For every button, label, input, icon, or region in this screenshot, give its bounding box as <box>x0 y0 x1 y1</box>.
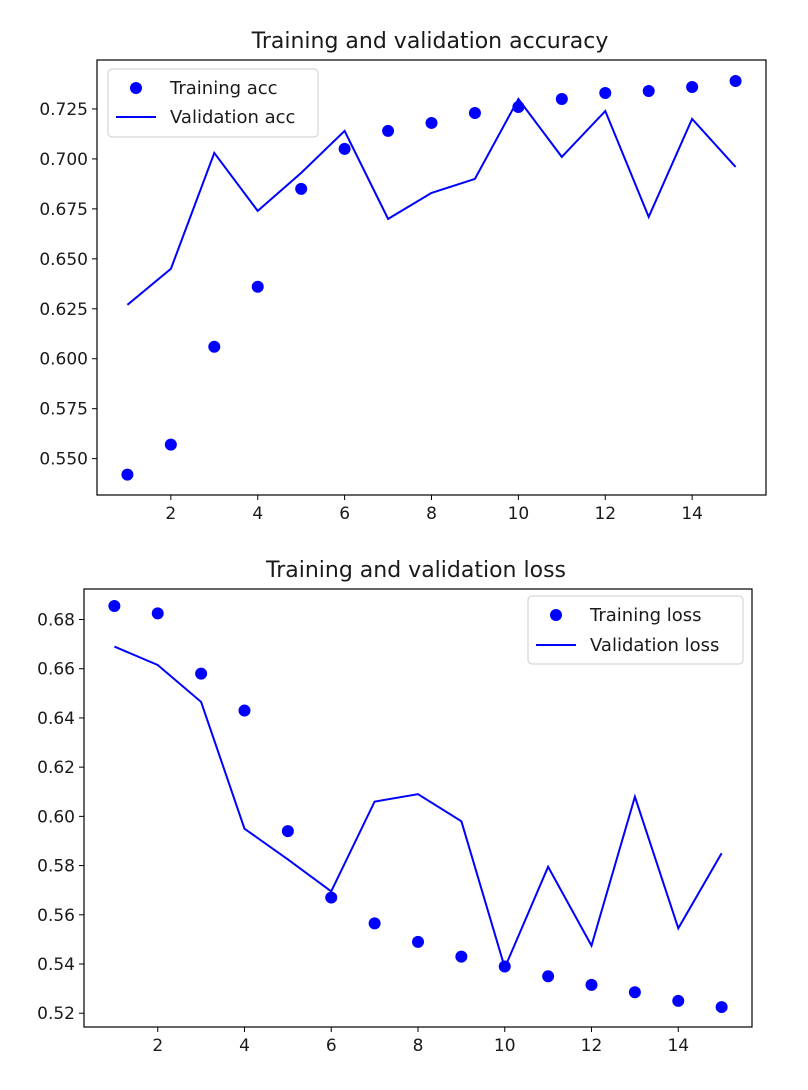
y-tick-label: 0.725 <box>39 100 88 120</box>
y-tick-label: 0.60 <box>37 807 75 827</box>
x-tick-label: 2 <box>165 504 176 524</box>
training-data-point <box>672 994 685 1007</box>
training-dots-group <box>121 74 742 481</box>
x-tick-label: 14 <box>681 504 703 524</box>
chart-title: Training and validation loss <box>265 558 566 583</box>
y-tick-label: 0.575 <box>39 400 88 420</box>
y-tick-label: 0.600 <box>39 350 88 370</box>
training-data-point <box>599 86 612 99</box>
y-tick-label: 0.52 <box>37 1004 75 1024</box>
validation-series-line <box>126 97 737 306</box>
x-tick-label: 12 <box>581 1036 603 1056</box>
validation-series-line <box>114 645 723 971</box>
training-data-point <box>338 142 351 155</box>
legend-label-training: Training acc <box>169 78 278 99</box>
training-data-point <box>555 92 568 105</box>
y-axis-ticks: 0.550 0.575 0.600 0.625 0.650 0.675 0.700 0.725 <box>39 100 97 470</box>
legend-box <box>107 68 319 138</box>
training-data-point <box>164 438 177 451</box>
legend-dot-marker <box>130 82 142 94</box>
x-tick-label: 10 <box>508 504 530 524</box>
legend-label-validation: Validation loss <box>590 635 719 656</box>
x-tick-label: 8 <box>413 1036 424 1056</box>
y-tick-label: 0.54 <box>37 955 75 975</box>
validation-line-group <box>126 97 737 306</box>
x-axis-ticks: 2 4 6 8 10 12 14 <box>152 1027 689 1056</box>
x-tick-label: 6 <box>326 1036 337 1056</box>
legend-dot-marker <box>550 609 562 621</box>
training-data-point <box>642 84 655 97</box>
x-tick-label: 10 <box>494 1036 516 1056</box>
loss-chart: Training and validation loss 2 4 6 8 10 12 14 … <box>37 558 753 1056</box>
training-data-point <box>281 825 294 838</box>
training-data-point <box>585 978 598 991</box>
training-data-point <box>715 1001 728 1014</box>
x-tick-label: 12 <box>594 504 616 524</box>
y-tick-label: 0.650 <box>39 250 88 270</box>
x-tick-label: 6 <box>339 504 350 524</box>
training-data-point <box>455 950 468 963</box>
training-data-point <box>208 340 221 353</box>
y-tick-label: 0.675 <box>39 200 88 220</box>
training-data-point <box>498 960 511 973</box>
training-data-point <box>729 74 742 87</box>
legend: Training acc Validation acc <box>107 68 319 138</box>
accuracy-chart: Training and validation accuracy 2 4 6 8 10 1… <box>39 29 767 524</box>
y-tick-label: 0.700 <box>39 150 88 170</box>
x-tick-label: 2 <box>152 1036 163 1056</box>
x-tick-label: 8 <box>426 504 437 524</box>
y-tick-label: 0.625 <box>39 300 88 320</box>
x-tick-label: 4 <box>252 504 263 524</box>
training-data-point <box>382 124 395 137</box>
chart-title: Training and validation accuracy <box>251 29 609 54</box>
legend-box <box>527 595 744 665</box>
training-data-point <box>686 80 699 93</box>
y-tick-label: 0.550 <box>39 450 88 470</box>
training-data-point <box>295 182 308 195</box>
training-data-point <box>325 891 338 904</box>
legend-label-validation: Validation acc <box>170 107 295 128</box>
training-data-point <box>468 106 481 119</box>
x-axis-ticks: 2 4 6 8 10 12 14 <box>165 495 703 524</box>
training-data-point <box>542 970 555 983</box>
training-data-point <box>195 667 208 680</box>
training-data-point <box>251 280 264 293</box>
training-data-point <box>121 468 134 481</box>
y-tick-label: 0.66 <box>37 660 75 680</box>
training-data-point <box>108 599 121 612</box>
training-data-point <box>628 986 641 999</box>
y-tick-label: 0.58 <box>37 857 75 877</box>
training-data-point <box>512 100 525 113</box>
validation-line-group <box>114 645 723 971</box>
training-data-point <box>238 704 251 717</box>
training-data-point <box>412 935 424 948</box>
legend: Training loss Validation loss <box>527 595 744 665</box>
training-data-point <box>368 917 381 930</box>
y-tick-label: 0.62 <box>37 758 75 778</box>
x-tick-label: 14 <box>667 1036 689 1056</box>
legend-label-training: Training loss <box>589 605 702 626</box>
y-axis-ticks: 0.52 0.54 0.56 0.58 0.60 0.62 0.64 0.66 0.68 <box>37 611 84 1024</box>
y-tick-label: 0.64 <box>37 709 75 729</box>
training-dots-group <box>108 599 728 1014</box>
y-tick-label: 0.68 <box>37 611 75 631</box>
x-tick-label: 4 <box>239 1036 250 1056</box>
training-data-point <box>425 116 438 129</box>
training-data-point <box>151 607 164 620</box>
y-tick-label: 0.56 <box>37 906 75 926</box>
